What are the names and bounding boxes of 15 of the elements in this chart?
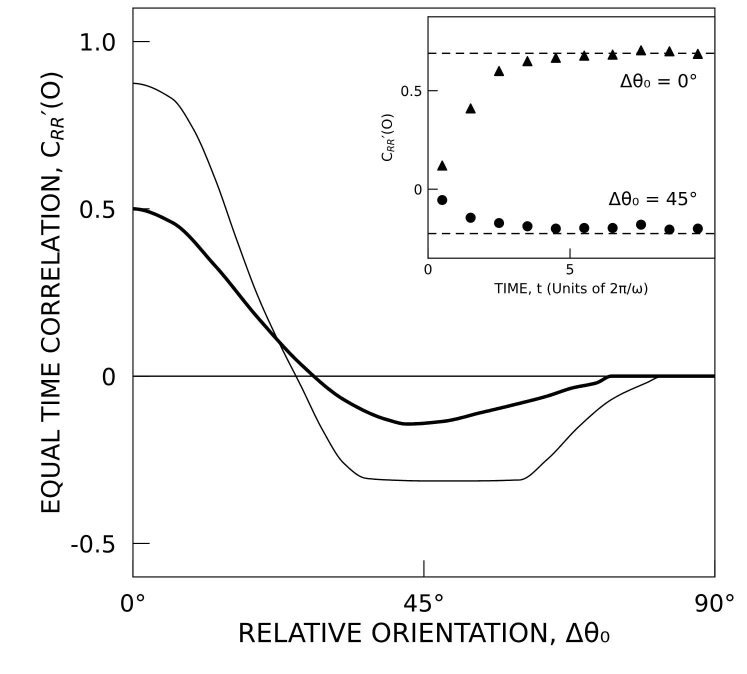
x-tick-label: 5 <box>566 264 574 274</box>
y-tick-label: 0.5 <box>401 86 422 96</box>
x-tick-label: 45° <box>404 594 443 612</box>
x-tick-label: 90° <box>695 594 734 612</box>
x-axis-title: RELATIVE ORIENTATION, Δθ₀ <box>240 622 610 646</box>
series-label: Δθ₀ = 0° <box>620 73 696 88</box>
y-tick-label: -0.5 <box>71 534 114 553</box>
x-axis-title: TIME, t (Units of 2π/ω) <box>494 282 648 296</box>
series-label: Δθ₀ = 45° <box>608 191 696 206</box>
y-axis-title: C$_{RR}$′(O) <box>381 114 394 162</box>
y-tick-label: 0.5 <box>80 200 114 218</box>
y-axis-title: EQUAL TIME CORRELATION, C$_{RR}$′(O) <box>40 72 64 512</box>
x-tick-label: 0° <box>121 594 144 612</box>
y-tick-label: 0 <box>102 368 115 386</box>
y-tick-label: 1.0 <box>81 32 115 51</box>
